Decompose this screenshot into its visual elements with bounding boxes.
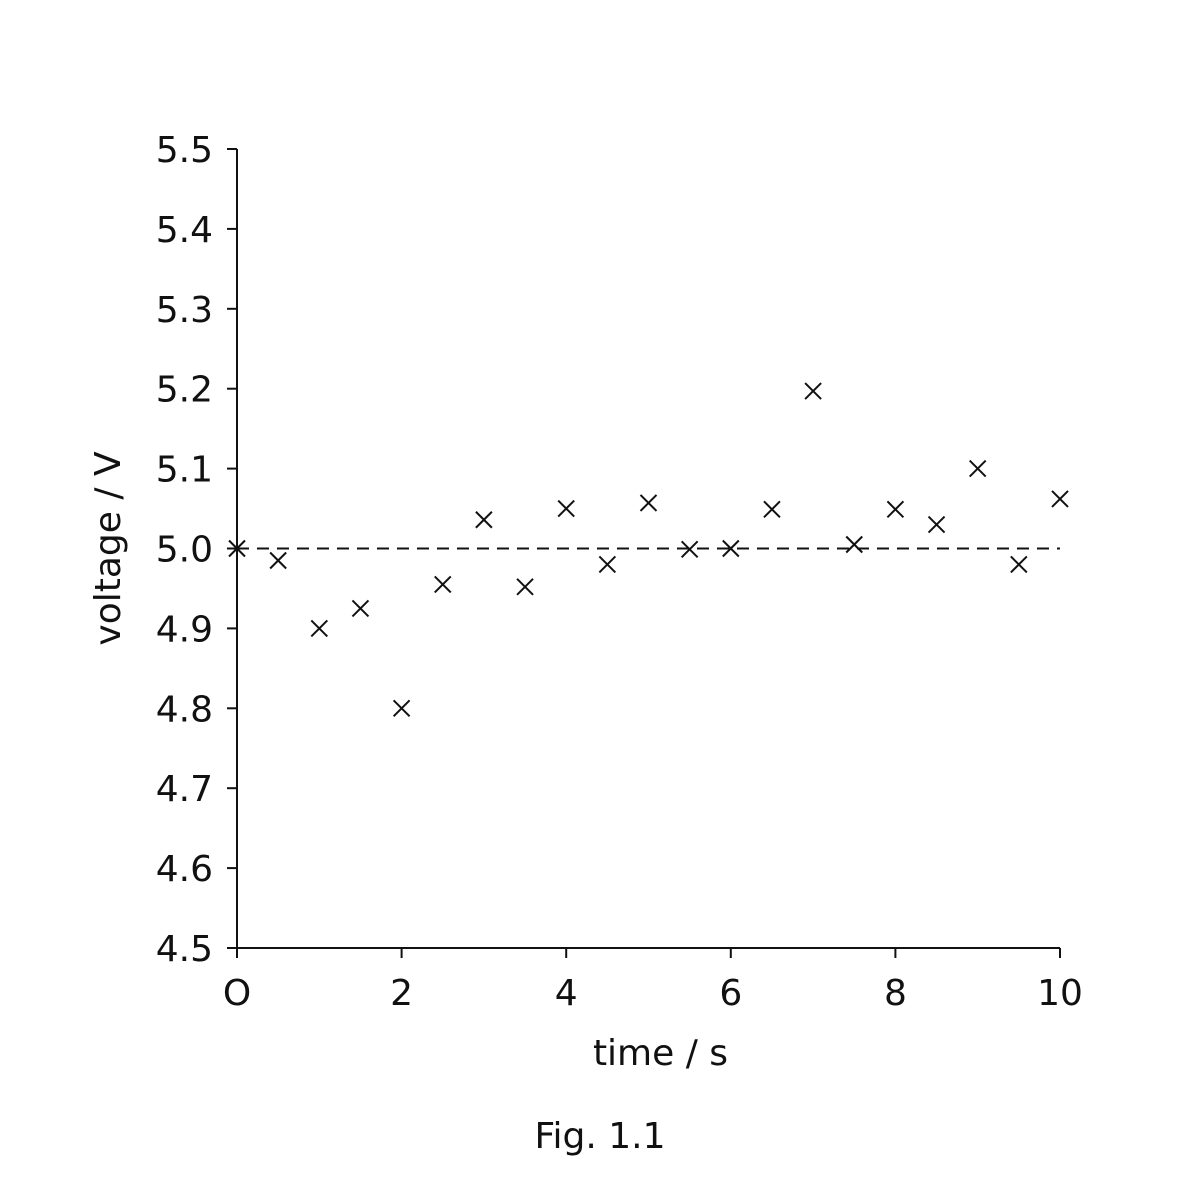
data-point — [927, 515, 946, 534]
data-point — [351, 599, 370, 618]
data-point — [228, 539, 246, 558]
x-tick-label: 8 — [884, 973, 907, 1014]
x-tick-label: 10 — [1037, 973, 1083, 1014]
data-point — [516, 578, 534, 596]
data-point — [475, 511, 493, 529]
data-point — [434, 575, 452, 594]
data-point — [639, 494, 658, 512]
figure-caption: Fig. 1.1 — [534, 1116, 665, 1157]
y-tick-label: 4.9 — [156, 609, 213, 650]
data-point — [680, 540, 699, 559]
data-point — [845, 535, 863, 554]
y-tick-label: 5.3 — [156, 290, 213, 331]
data-point — [968, 459, 987, 478]
data-point — [269, 551, 287, 570]
y-tick-label: 4.7 — [156, 769, 213, 810]
data-point — [598, 555, 617, 574]
y-tick-label: 5.0 — [156, 530, 213, 571]
y-tick-label: 4.5 — [156, 929, 213, 970]
data-point — [804, 382, 822, 400]
data-point — [722, 539, 740, 558]
x-ticks: O 2 4 6 8 10 — [223, 948, 1083, 1014]
x-tick-label: 2 — [390, 973, 413, 1014]
y-tick-label: 4.8 — [156, 689, 213, 730]
data-point — [1051, 490, 1069, 508]
data-point — [557, 499, 575, 518]
y-ticks: 4.5 4.6 4.7 4.8 4.9 5.0 5.1 5.2 5.3 5.4 5.5 — [156, 130, 237, 970]
data-point — [392, 699, 411, 718]
y-tick-label: 4.6 — [156, 849, 213, 890]
y-tick-label: 5.5 — [156, 130, 213, 171]
data-point — [763, 500, 781, 519]
data-point — [886, 500, 905, 519]
y-tick-label: 5.2 — [156, 370, 213, 411]
y-axis-label: voltage / V — [88, 451, 129, 646]
data-point — [310, 619, 329, 638]
x-tick-label: 4 — [555, 973, 578, 1014]
x-tick-label: 6 — [719, 973, 742, 1014]
data-points — [228, 382, 1069, 718]
y-tick-label: 5.1 — [156, 450, 213, 491]
x-axis-label: time / s — [593, 1033, 728, 1074]
y-tick-label: 5.4 — [156, 210, 213, 251]
x-tick-label: O — [223, 973, 251, 1014]
data-point — [1010, 555, 1028, 574]
